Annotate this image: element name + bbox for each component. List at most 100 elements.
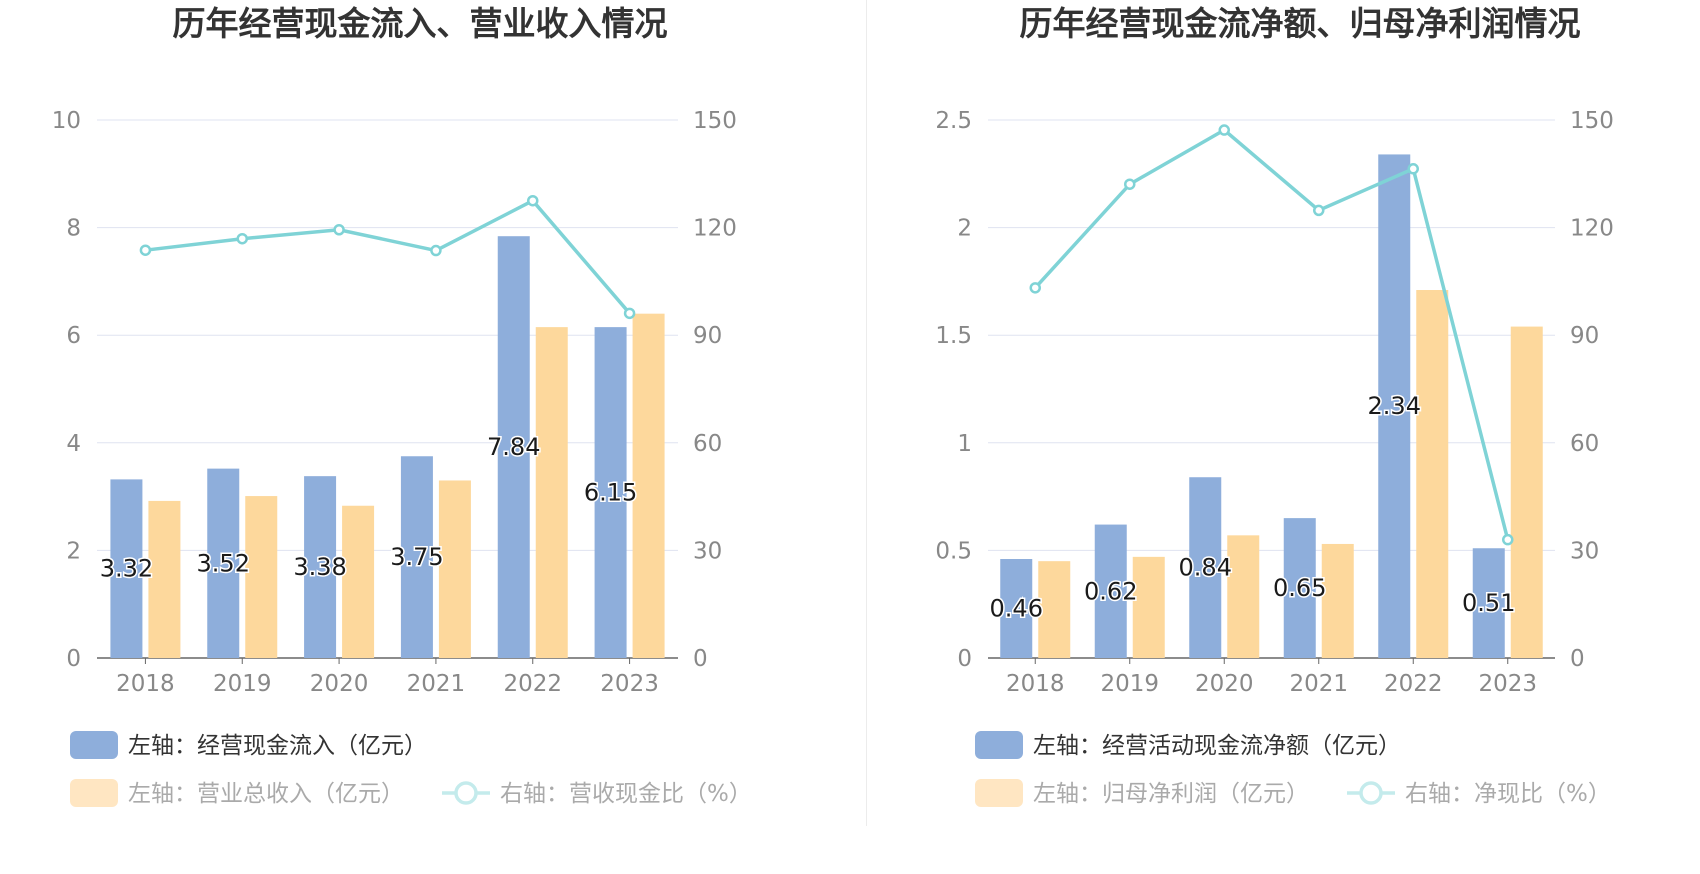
- x-tick-label: 2019: [1100, 671, 1159, 697]
- bar-secondary: [632, 313, 665, 658]
- left-tick-label: 0: [66, 646, 81, 672]
- x-tick-label: 2018: [1006, 671, 1065, 697]
- right-tick-label: 150: [1570, 108, 1614, 134]
- left-tick-label: 4: [66, 431, 81, 457]
- left-tick-label: 6: [66, 323, 81, 349]
- ratio-point: [1029, 282, 1041, 294]
- left-tick-label: 1: [957, 431, 972, 457]
- left-tick-label: 2: [957, 216, 972, 242]
- x-tick-label: 2022: [503, 671, 562, 697]
- bar-secondary: [535, 327, 568, 658]
- legend-label: 左轴：经营现金流入（亿元）: [128, 733, 427, 759]
- x-tick-label: 2022: [1384, 671, 1443, 697]
- bar-primary: [110, 479, 143, 658]
- legend-swatch: [975, 731, 1023, 759]
- bar-secondary: [1038, 561, 1071, 658]
- bar-primary: [497, 236, 530, 658]
- bar-primary: [1000, 559, 1033, 658]
- bar-data-label: 3.38: [293, 553, 346, 581]
- bar-secondary: [1321, 543, 1354, 658]
- bar-data-label: 0.65: [1273, 574, 1326, 602]
- left-tick-label: 2: [66, 538, 81, 564]
- bar-secondary: [342, 505, 375, 658]
- bar-data-label: 6.15: [584, 479, 637, 507]
- bar-primary: [1283, 518, 1316, 658]
- legend-label: 左轴：归母净利润（亿元）: [1033, 781, 1309, 807]
- ratio-point: [430, 244, 442, 257]
- ratio-line: [145, 198, 631, 315]
- legend-swatch: [70, 731, 118, 759]
- ratio-point: [527, 194, 539, 207]
- bar-secondary: [1416, 290, 1449, 658]
- bar-data-label: 0.84: [1179, 554, 1232, 582]
- legend-label: 右轴：净现比（%）: [1405, 781, 1611, 807]
- bar-data-label: 0.62: [1084, 577, 1137, 605]
- left-tick-label: 2.5: [935, 108, 972, 134]
- legend-label: 左轴：营业总收入（亿元）: [128, 781, 404, 807]
- right-tick-label: 60: [1570, 431, 1599, 457]
- legend-swatch: [70, 779, 118, 807]
- right-tick-label: 90: [1570, 323, 1599, 349]
- legend-swatch: [975, 779, 1023, 807]
- bar-secondary: [245, 496, 278, 658]
- bar-primary: [400, 456, 433, 658]
- bar-secondary: [438, 480, 471, 658]
- right-tick-label: 0: [693, 646, 708, 672]
- bar-primary: [1378, 154, 1411, 658]
- bar-primary: [1189, 477, 1222, 658]
- bar-primary: [1472, 548, 1505, 658]
- x-tick-label: 2020: [1195, 671, 1254, 697]
- ratio-point: [1124, 178, 1136, 190]
- ratio-point: [333, 224, 345, 236]
- bar-secondary: [1132, 556, 1165, 658]
- ratio-point: [236, 232, 248, 245]
- right-tick-label: 0: [1570, 646, 1585, 672]
- legend-marker-icon: [1359, 781, 1383, 805]
- bar-data-label: 0.51: [1462, 589, 1515, 617]
- ratio-point: [139, 244, 152, 256]
- bar-secondary: [148, 500, 181, 658]
- left-tick-label: 0: [957, 646, 972, 672]
- right-tick-label: 60: [693, 431, 722, 457]
- ratio-point: [1313, 204, 1325, 217]
- ratio-point: [623, 307, 636, 320]
- chart-title: 历年经营现金流入、营业收入情况: [173, 4, 668, 43]
- legend-marker-icon: [454, 781, 478, 805]
- bar-data-label: 7.84: [487, 433, 540, 461]
- left-tick-label: 1.5: [935, 323, 972, 349]
- bar-secondary: [1510, 326, 1543, 658]
- left-tick-label: 10: [52, 108, 81, 134]
- ratio-line: [1033, 127, 1510, 541]
- x-tick-label: 2020: [310, 671, 369, 697]
- right-tick-label: 120: [1570, 216, 1614, 242]
- bar-data-label: 3.52: [197, 549, 250, 577]
- right-tick-label: 90: [693, 323, 722, 349]
- x-tick-label: 2021: [1289, 671, 1348, 697]
- ratio-point: [1407, 163, 1419, 175]
- left-tick-label: 0.5: [935, 538, 972, 564]
- legend-label: 左轴：经营活动现金流净额（亿元）: [1033, 733, 1401, 759]
- x-tick-label: 2021: [407, 671, 466, 697]
- bar-data-label: 3.75: [390, 543, 443, 571]
- ratio-point: [1218, 124, 1230, 136]
- bar-data-label: 3.32: [100, 555, 153, 583]
- chart-panel-1: 历年经营现金流入、营业收入情况 0 2 4 6 8 10 0 30 60 90 120 150 2018 2…: [52, 4, 752, 807]
- bar-data-label: 0.46: [990, 595, 1043, 623]
- bar-primary: [207, 468, 240, 658]
- legend-label: 右轴：营收现金比（%）: [500, 781, 752, 807]
- x-tick-label: 2018: [116, 671, 175, 697]
- x-tick-label: 2023: [600, 671, 659, 697]
- bar-primary: [1094, 524, 1127, 658]
- right-tick-label: 150: [693, 108, 737, 134]
- bar-secondary: [1227, 535, 1260, 658]
- right-tick-label: 30: [1570, 538, 1599, 564]
- panel-divider: [866, 0, 867, 826]
- x-tick-label: 2019: [213, 671, 272, 697]
- bar-data-label: 2.34: [1368, 392, 1421, 420]
- chart-title: 历年经营现金流净额、归母净利润情况: [1020, 4, 1581, 43]
- ratio-point: [1502, 533, 1514, 546]
- right-tick-label: 30: [693, 538, 722, 564]
- left-tick-label: 8: [66, 216, 81, 242]
- chart-panel-2: 历年经营现金流净额、归母净利润情况00.511.522.503060901201…: [935, 4, 1614, 807]
